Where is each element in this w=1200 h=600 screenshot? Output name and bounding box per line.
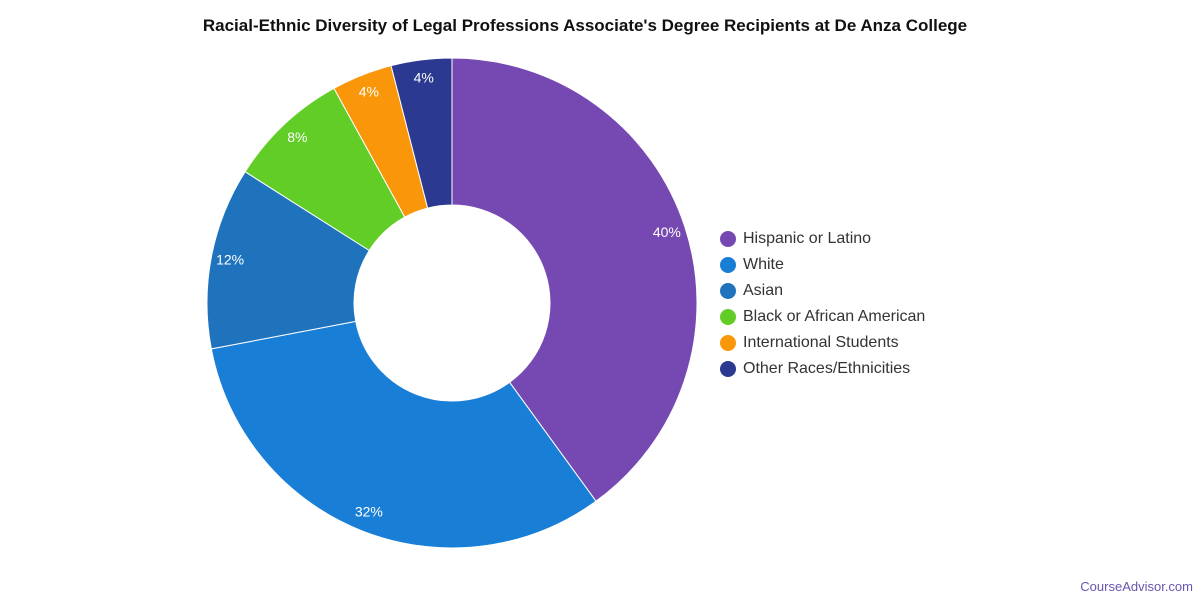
legend-swatch xyxy=(720,283,736,299)
slice-asian[interactable] xyxy=(206,171,370,350)
watermark[interactable]: CourseAdvisor.com xyxy=(1080,579,1193,594)
legend-item[interactable]: White xyxy=(720,252,925,278)
legend-label: Other Races/Ethnicities xyxy=(743,360,911,377)
legend-label: International Students xyxy=(743,334,899,351)
slice-white[interactable] xyxy=(210,320,597,549)
legend-label: White xyxy=(743,256,784,273)
legend-label: Black or African American xyxy=(743,308,926,325)
legend-swatch xyxy=(720,309,736,325)
slice-other-races-ethnicities[interactable] xyxy=(390,57,453,209)
slice-hispanic-or-latino[interactable] xyxy=(451,57,698,502)
legend-label: Asian xyxy=(743,282,784,299)
legend-swatch xyxy=(720,361,736,377)
legend-item[interactable]: Black or African American xyxy=(720,304,925,330)
slice-label: 4% xyxy=(359,84,379,100)
legend-swatch xyxy=(720,257,736,273)
legend: Hispanic or Latino White Asian Black or Afr… xyxy=(720,226,925,382)
legend-label: Hispanic or Latino xyxy=(743,230,872,247)
legend-swatch xyxy=(720,335,736,351)
legend-item[interactable]: International Students xyxy=(720,330,925,356)
slice-label: 12% xyxy=(216,251,244,267)
legend-item[interactable]: Asian xyxy=(720,278,925,304)
slice-label: 32% xyxy=(355,504,383,520)
chart-title: Racial-Ethnic Diversity of Legal Profess… xyxy=(202,16,968,35)
legend-item[interactable]: Other Races/Ethnicities xyxy=(720,356,925,382)
legend-item[interactable]: Hispanic or Latino xyxy=(720,226,925,252)
slice-label: 40% xyxy=(653,224,681,240)
legend-swatch xyxy=(720,231,736,247)
slice-label: 4% xyxy=(414,70,434,86)
slice-label: 8% xyxy=(287,129,307,145)
